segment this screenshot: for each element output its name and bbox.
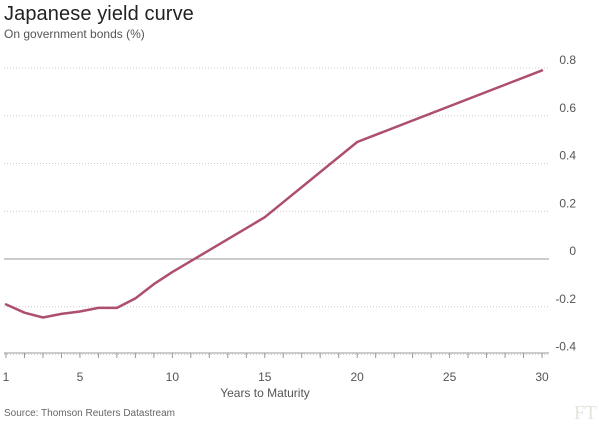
yield-curve-line [4,69,544,319]
x-axis-title: Years to Maturity [220,386,310,400]
ft-logo: FT [574,402,597,424]
x-tick-label: 5 [77,370,84,384]
source-note: Source: Thomson Reuters Datastream [4,408,176,419]
x-tick-label: 1 [3,370,10,384]
y-tick-label: 0.4 [559,149,576,163]
chart-subtitle: On government bonds (%) [4,27,145,41]
x-tick-label: 20 [350,370,364,384]
y-axis: 0.8 0.6 0.4 0.2 0 -0.2 -0.4 [555,53,576,354]
x-tick-label: 25 [443,370,457,384]
x-tick-label: 30 [535,370,549,384]
y-tick-label: -0.2 [555,292,576,306]
grid-layer [4,67,549,355]
y-tick-label: 0.2 [559,196,576,210]
y-tick-label: -0.4 [555,340,576,354]
y-tick-label: 0 [569,244,576,258]
chart-title: Japanese yield curve [4,3,194,25]
y-tick-label: 0.8 [559,53,576,67]
y-tick-label: 0.6 [559,101,576,115]
x-axis: 1 5 10 15 20 25 30 [3,352,549,384]
x-tick-label: 15 [258,370,272,384]
series-layer [4,69,544,319]
x-tick-label: 10 [166,370,180,384]
